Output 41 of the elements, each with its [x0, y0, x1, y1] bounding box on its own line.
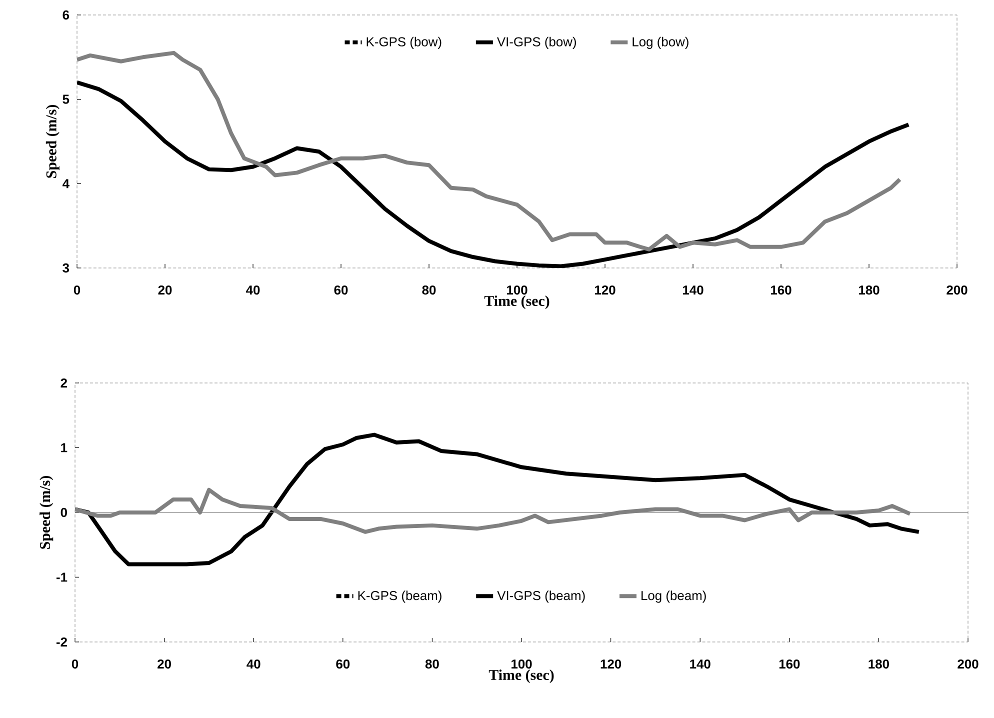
y-axis-title: Speed (m/s) [40, 476, 54, 549]
x-tick-label: 60 [336, 659, 350, 669]
x-tick-label: 0 [72, 659, 78, 669]
x-tick-label: 0 [74, 285, 80, 295]
x-tick-label: 100 [507, 285, 528, 295]
x-tick-label: 200 [946, 285, 968, 295]
x-axis-title: Time (sec) [484, 295, 550, 310]
x-tick-label: 20 [158, 659, 171, 669]
x-axis-title: Time (sec) [488, 669, 554, 684]
x-tick-label: 180 [868, 659, 889, 669]
legend-label: VI-GPS (bow) [496, 36, 576, 49]
y-tick-label: 4 [62, 179, 70, 188]
x-tick-label: 80 [425, 659, 439, 669]
x-tick-label: 100 [512, 659, 532, 669]
x-tick-label: 40 [246, 659, 260, 669]
x-tick-label: 160 [779, 659, 800, 669]
x-tick-label: 160 [771, 285, 792, 295]
x-tick-label: 180 [859, 285, 880, 295]
x-tick-label: 140 [683, 285, 704, 295]
legend-label: Log (beam) [642, 590, 706, 603]
y-tick-label: -2 [56, 637, 67, 646]
x-tick-label: 120 [595, 285, 616, 295]
x-tick-label: 20 [158, 285, 172, 295]
y-tick-label: 0 [60, 508, 67, 518]
x-tick-label: 40 [246, 285, 260, 295]
y-tick-label: 1 [61, 443, 68, 452]
x-tick-label: 200 [958, 659, 978, 669]
legend-label: VI-GPS (beam) [497, 590, 585, 603]
y-axis-title: Speed (m/s) [46, 105, 60, 178]
y-tick-label: -1 [56, 572, 68, 582]
x-tick-label: 120 [600, 659, 622, 669]
legend-label: Log (bow) [632, 36, 688, 49]
y-tick-label: 3 [62, 263, 70, 273]
x-tick-label: 80 [422, 285, 436, 295]
legend-label: K-GPS (bow) [366, 36, 442, 49]
y-tick-label: 5 [62, 94, 70, 104]
x-tick-label: 140 [690, 659, 710, 669]
y-tick-label: 6 [62, 10, 70, 20]
y-tick-label: 2 [60, 378, 67, 388]
x-tick-label: 60 [334, 285, 348, 295]
legend-label: K-GPS (beam) [358, 590, 442, 603]
